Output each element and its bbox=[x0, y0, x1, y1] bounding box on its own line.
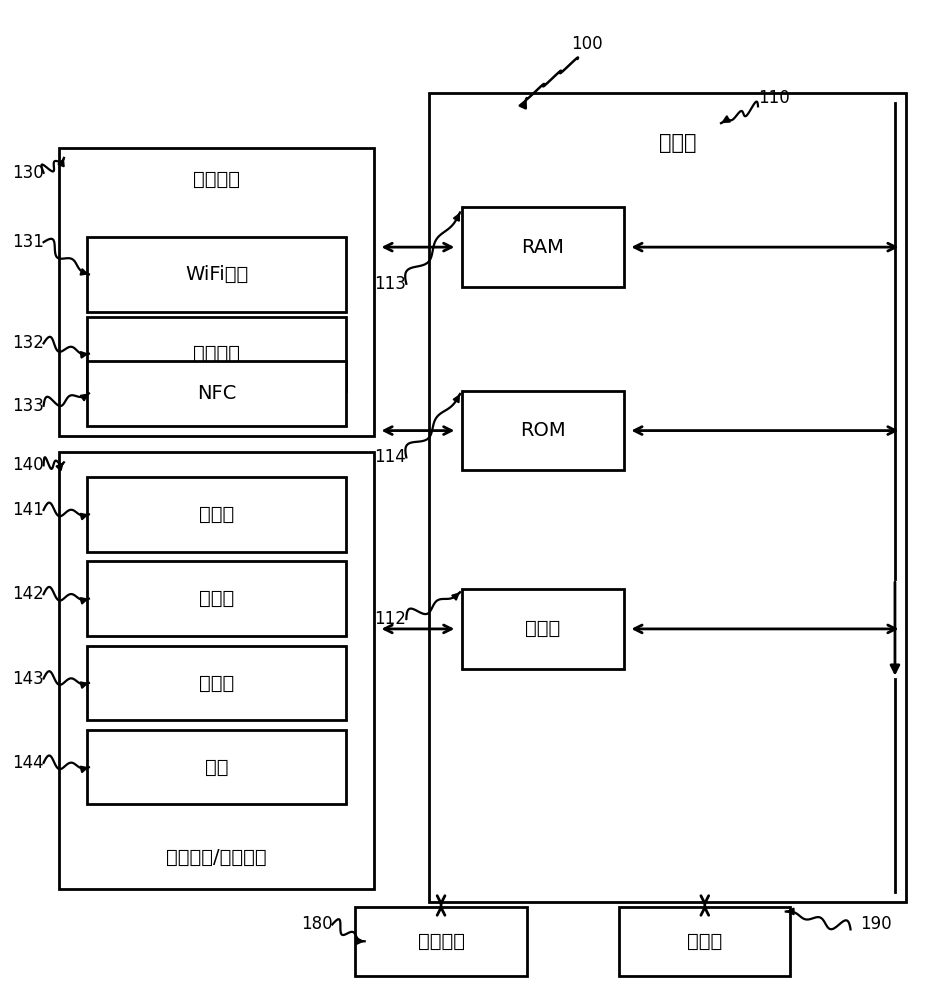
Text: 133: 133 bbox=[11, 397, 43, 415]
Text: ROM: ROM bbox=[520, 421, 566, 440]
Text: 传感器: 传感器 bbox=[199, 673, 234, 692]
Text: 142: 142 bbox=[12, 585, 43, 603]
Text: 140: 140 bbox=[12, 456, 43, 474]
Bar bbox=[356, 907, 526, 976]
Text: 110: 110 bbox=[758, 89, 790, 107]
Text: 蓝牙模块: 蓝牙模块 bbox=[193, 344, 240, 363]
Text: 供电电源: 供电电源 bbox=[417, 932, 464, 951]
Text: 144: 144 bbox=[12, 754, 43, 772]
Bar bbox=[87, 237, 346, 312]
Text: 113: 113 bbox=[374, 275, 406, 293]
Text: 控制器: 控制器 bbox=[658, 133, 696, 153]
Bar bbox=[87, 730, 346, 804]
Text: 130: 130 bbox=[12, 164, 43, 182]
Text: 通信接口: 通信接口 bbox=[193, 170, 240, 189]
Bar bbox=[59, 148, 374, 436]
Text: 180: 180 bbox=[301, 915, 332, 933]
Text: RAM: RAM bbox=[522, 238, 565, 257]
Bar bbox=[59, 452, 374, 889]
Text: NFC: NFC bbox=[197, 384, 236, 403]
Text: 132: 132 bbox=[11, 334, 43, 352]
Bar bbox=[87, 361, 346, 426]
Text: 143: 143 bbox=[12, 670, 43, 688]
Text: 按键: 按键 bbox=[204, 758, 228, 777]
Text: 141: 141 bbox=[12, 501, 43, 519]
Text: 100: 100 bbox=[571, 35, 602, 53]
Bar bbox=[461, 207, 624, 287]
Bar bbox=[430, 93, 906, 902]
Bar bbox=[619, 907, 791, 976]
Text: WiFi芯片: WiFi芯片 bbox=[185, 265, 249, 284]
Bar bbox=[87, 317, 346, 391]
Bar bbox=[87, 646, 346, 720]
Text: 用户输入/输出接口: 用户输入/输出接口 bbox=[166, 848, 267, 867]
Bar bbox=[87, 477, 346, 552]
Text: 处理器: 处理器 bbox=[525, 619, 561, 638]
Bar bbox=[461, 391, 624, 470]
Text: 114: 114 bbox=[374, 448, 406, 466]
Text: 存储器: 存储器 bbox=[688, 932, 722, 951]
Text: 112: 112 bbox=[374, 610, 406, 628]
Text: 131: 131 bbox=[11, 233, 43, 251]
Text: 触摸板: 触摸板 bbox=[199, 589, 234, 608]
Text: 麦克风: 麦克风 bbox=[199, 505, 234, 524]
Bar bbox=[87, 561, 346, 636]
Bar bbox=[461, 589, 624, 669]
Text: 190: 190 bbox=[860, 915, 891, 933]
